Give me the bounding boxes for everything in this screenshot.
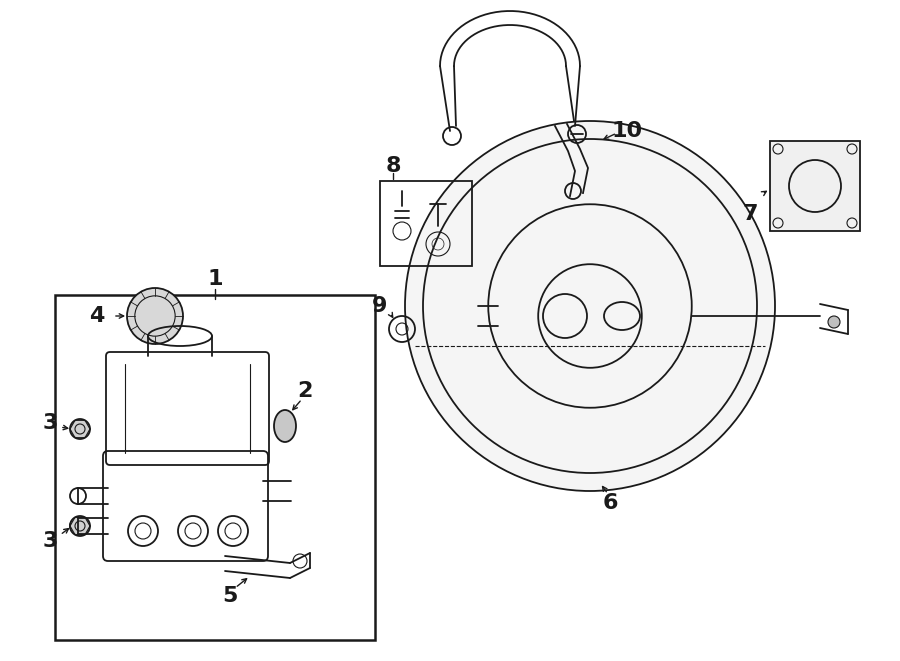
Text: 1: 1 [207,269,223,289]
Text: 3: 3 [42,413,58,433]
Text: 8: 8 [385,156,400,176]
Text: 4: 4 [89,306,104,326]
Ellipse shape [274,410,296,442]
Text: 3: 3 [42,531,58,551]
Bar [55,295,375,640]
Circle shape [828,316,840,328]
Text: 2: 2 [297,381,312,401]
Circle shape [405,121,775,491]
Bar [380,181,472,266]
Circle shape [70,516,90,536]
Text: 7: 7 [742,204,758,224]
Circle shape [127,288,183,344]
Text: 5: 5 [222,586,238,606]
Text: 9: 9 [373,296,388,316]
Text: 6: 6 [602,493,617,513]
Bar [770,141,860,231]
Circle shape [70,419,90,439]
Text: 10: 10 [611,121,643,141]
